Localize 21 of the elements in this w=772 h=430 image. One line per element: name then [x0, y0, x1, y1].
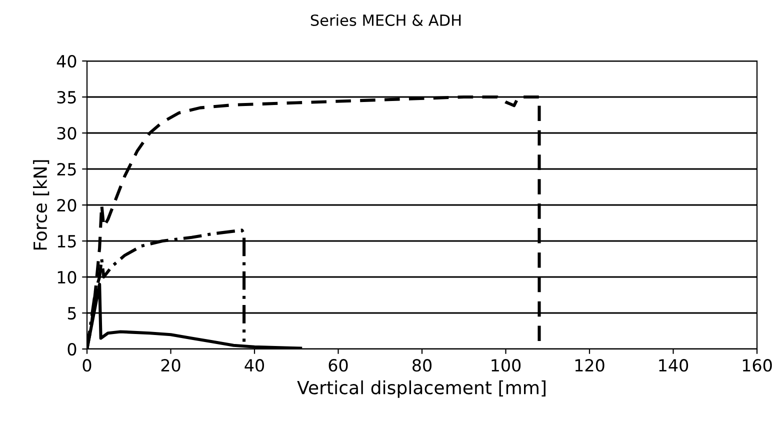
x-tick-label: 0 — [82, 359, 92, 372]
y-tick-label: 25 — [57, 162, 76, 176]
x-tick-label: 100 — [492, 359, 521, 372]
y-tick-label: 0 — [68, 342, 76, 356]
x-tick-label: 40 — [244, 359, 264, 372]
y-tick-label: 20 — [57, 198, 76, 212]
x-tick-label: 60 — [328, 359, 348, 372]
y-tick-label: 10 — [58, 270, 76, 284]
y-tick-label: 15 — [58, 235, 76, 248]
y-tick-label: 30 — [57, 126, 76, 140]
y-tick-label: 40 — [56, 54, 76, 68]
chart-title: Series MECH & ADH — [310, 14, 461, 26]
x-tick-label: 20 — [161, 359, 180, 372]
y-tick-label: 5 — [68, 307, 76, 320]
y-axis-title: Force [kN] — [33, 160, 50, 250]
x-tick-label: 160 — [742, 359, 772, 372]
y-tick-label: 35 — [57, 90, 76, 104]
x-tick-label: 80 — [412, 359, 432, 372]
x-axis-title: Vertical displacement [mm] — [297, 380, 546, 398]
x-tick-label: 140 — [659, 359, 688, 372]
x-tick-label: 120 — [575, 359, 604, 372]
